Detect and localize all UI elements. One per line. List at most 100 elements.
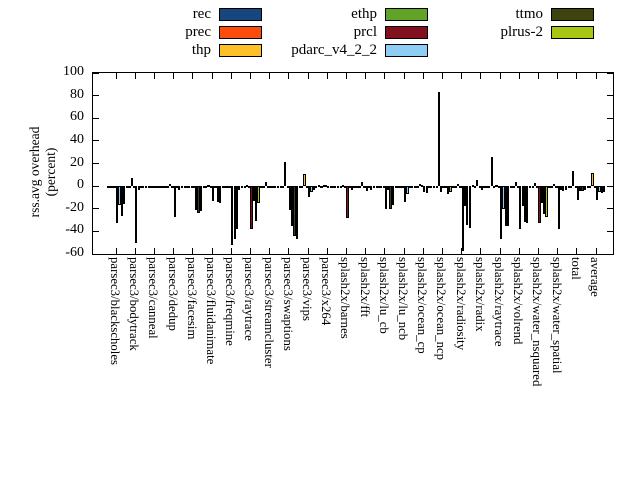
bar-prec <box>301 186 304 189</box>
bar-plrus-2 <box>218 186 222 204</box>
bar-ethp <box>344 186 347 189</box>
x-axis-tick <box>230 248 232 254</box>
bar-ttmo <box>600 186 603 193</box>
x-tick-label: splash2x/fft <box>357 257 372 318</box>
bar-pdarc_v4_2_2 <box>387 186 390 190</box>
legend-swatch <box>219 43 262 57</box>
x-tick-label: parsec3/raytrace <box>242 257 257 341</box>
legend-label: ttmo <box>515 5 543 22</box>
bar-rec <box>279 186 282 189</box>
y-axis-tick <box>607 72 613 74</box>
bar-thp <box>533 182 537 187</box>
bar-ethp <box>113 186 116 189</box>
bar-rec <box>375 186 378 189</box>
bar-prec <box>205 186 208 189</box>
legend-item-thp: thp <box>100 41 262 59</box>
bar-thp <box>591 172 594 187</box>
x-tick-label: splash2x/volrend <box>511 257 526 345</box>
x-axis-tick <box>249 73 251 79</box>
bar-prec <box>147 186 150 189</box>
x-axis-tick <box>595 73 597 79</box>
x-axis-tick <box>461 248 463 254</box>
bar-plrus-2 <box>199 186 202 211</box>
bar-prcl <box>346 186 349 218</box>
bar-rec <box>260 186 263 189</box>
bar-prcl <box>135 186 138 243</box>
bar-prec <box>109 186 112 189</box>
bar-plrus-2 <box>372 186 375 189</box>
x-axis-tick <box>173 248 175 254</box>
bar-prcl <box>308 186 311 198</box>
x-axis-tick <box>345 248 347 254</box>
bar-ethp <box>382 186 385 189</box>
bar-ethp <box>305 186 308 189</box>
bar-prcl <box>212 186 215 201</box>
x-axis-tick <box>288 248 290 254</box>
bar-pdarc_v4_2_2 <box>252 186 255 201</box>
bar-prec <box>473 186 477 189</box>
bar-prcl <box>116 186 119 224</box>
bar-ttmo <box>562 186 565 191</box>
x-axis-tick <box>173 73 175 79</box>
bar-plrus-2 <box>468 186 471 228</box>
y-axis-tick <box>93 185 99 187</box>
bar-ttmo <box>274 186 277 189</box>
y-axis-tick <box>607 140 613 142</box>
bar-prec <box>339 186 342 189</box>
legend-item-ttmo: ttmo <box>436 5 594 23</box>
bar-pdarc_v4_2_2 <box>367 186 371 189</box>
bar-prec <box>435 186 438 189</box>
y-axis-tick <box>607 95 613 97</box>
bar-plrus-2 <box>238 186 241 190</box>
y-tick-label: 60 <box>70 109 84 125</box>
bar-rec <box>586 186 590 189</box>
bar-rec <box>318 184 321 187</box>
bar-prec <box>416 186 419 189</box>
x-axis-tick <box>345 73 347 79</box>
legend-item-prcl: prcl <box>268 23 428 41</box>
bar-pdarc_v4_2_2 <box>137 186 140 190</box>
bar-prec <box>454 186 457 189</box>
x-axis-tick <box>518 248 520 254</box>
bar-rec <box>164 186 167 189</box>
x-axis-tick <box>230 73 232 79</box>
bar-thp <box>226 186 229 189</box>
bar-plrus-2 <box>334 186 337 189</box>
bar-prec <box>262 186 265 189</box>
y-axis-tick <box>607 253 613 255</box>
bar-prcl <box>327 186 330 189</box>
x-axis-tick <box>326 73 328 79</box>
bar-plrus-2 <box>506 186 510 226</box>
x-axis-tick <box>153 248 155 254</box>
bar-thp <box>322 184 325 187</box>
x-tick-label: splash2x/radiosity <box>453 257 468 351</box>
x-tick-label: splash2x/radix <box>472 257 487 332</box>
x-axis-tick <box>403 73 405 79</box>
x-tick-label: parsec3/vips <box>300 257 314 321</box>
bar-ethp <box>132 186 136 189</box>
plot-area <box>92 72 614 255</box>
bar-prcl <box>576 186 580 200</box>
legend-item-pdarc_v4_2_2: pdarc_v4_2_2 <box>268 41 428 59</box>
x-axis-tick <box>576 248 578 254</box>
bar-ethp <box>459 186 462 189</box>
legend-label: rec <box>192 5 211 22</box>
bar-rec <box>567 186 570 189</box>
x-axis-tick <box>537 248 539 254</box>
bar-rec <box>414 186 417 189</box>
bar-pdarc_v4_2_2 <box>521 186 524 207</box>
legend-label: thp <box>191 41 211 58</box>
bar-prcl <box>480 186 484 190</box>
bar-prcl <box>192 186 196 189</box>
bar-plrus-2 <box>391 186 394 206</box>
bar-thp <box>380 186 383 189</box>
legend-item-plrus-2: plrus-2 <box>436 23 594 41</box>
x-axis-tick <box>537 73 539 79</box>
x-axis-tick <box>499 73 501 79</box>
y-tick-label: 80 <box>70 86 84 102</box>
y-tick-label: -20 <box>65 199 84 215</box>
x-axis-tick <box>307 73 309 79</box>
bar-pdarc_v4_2_2 <box>559 186 563 190</box>
bar-thp <box>149 186 153 189</box>
bar-rec <box>433 186 436 189</box>
